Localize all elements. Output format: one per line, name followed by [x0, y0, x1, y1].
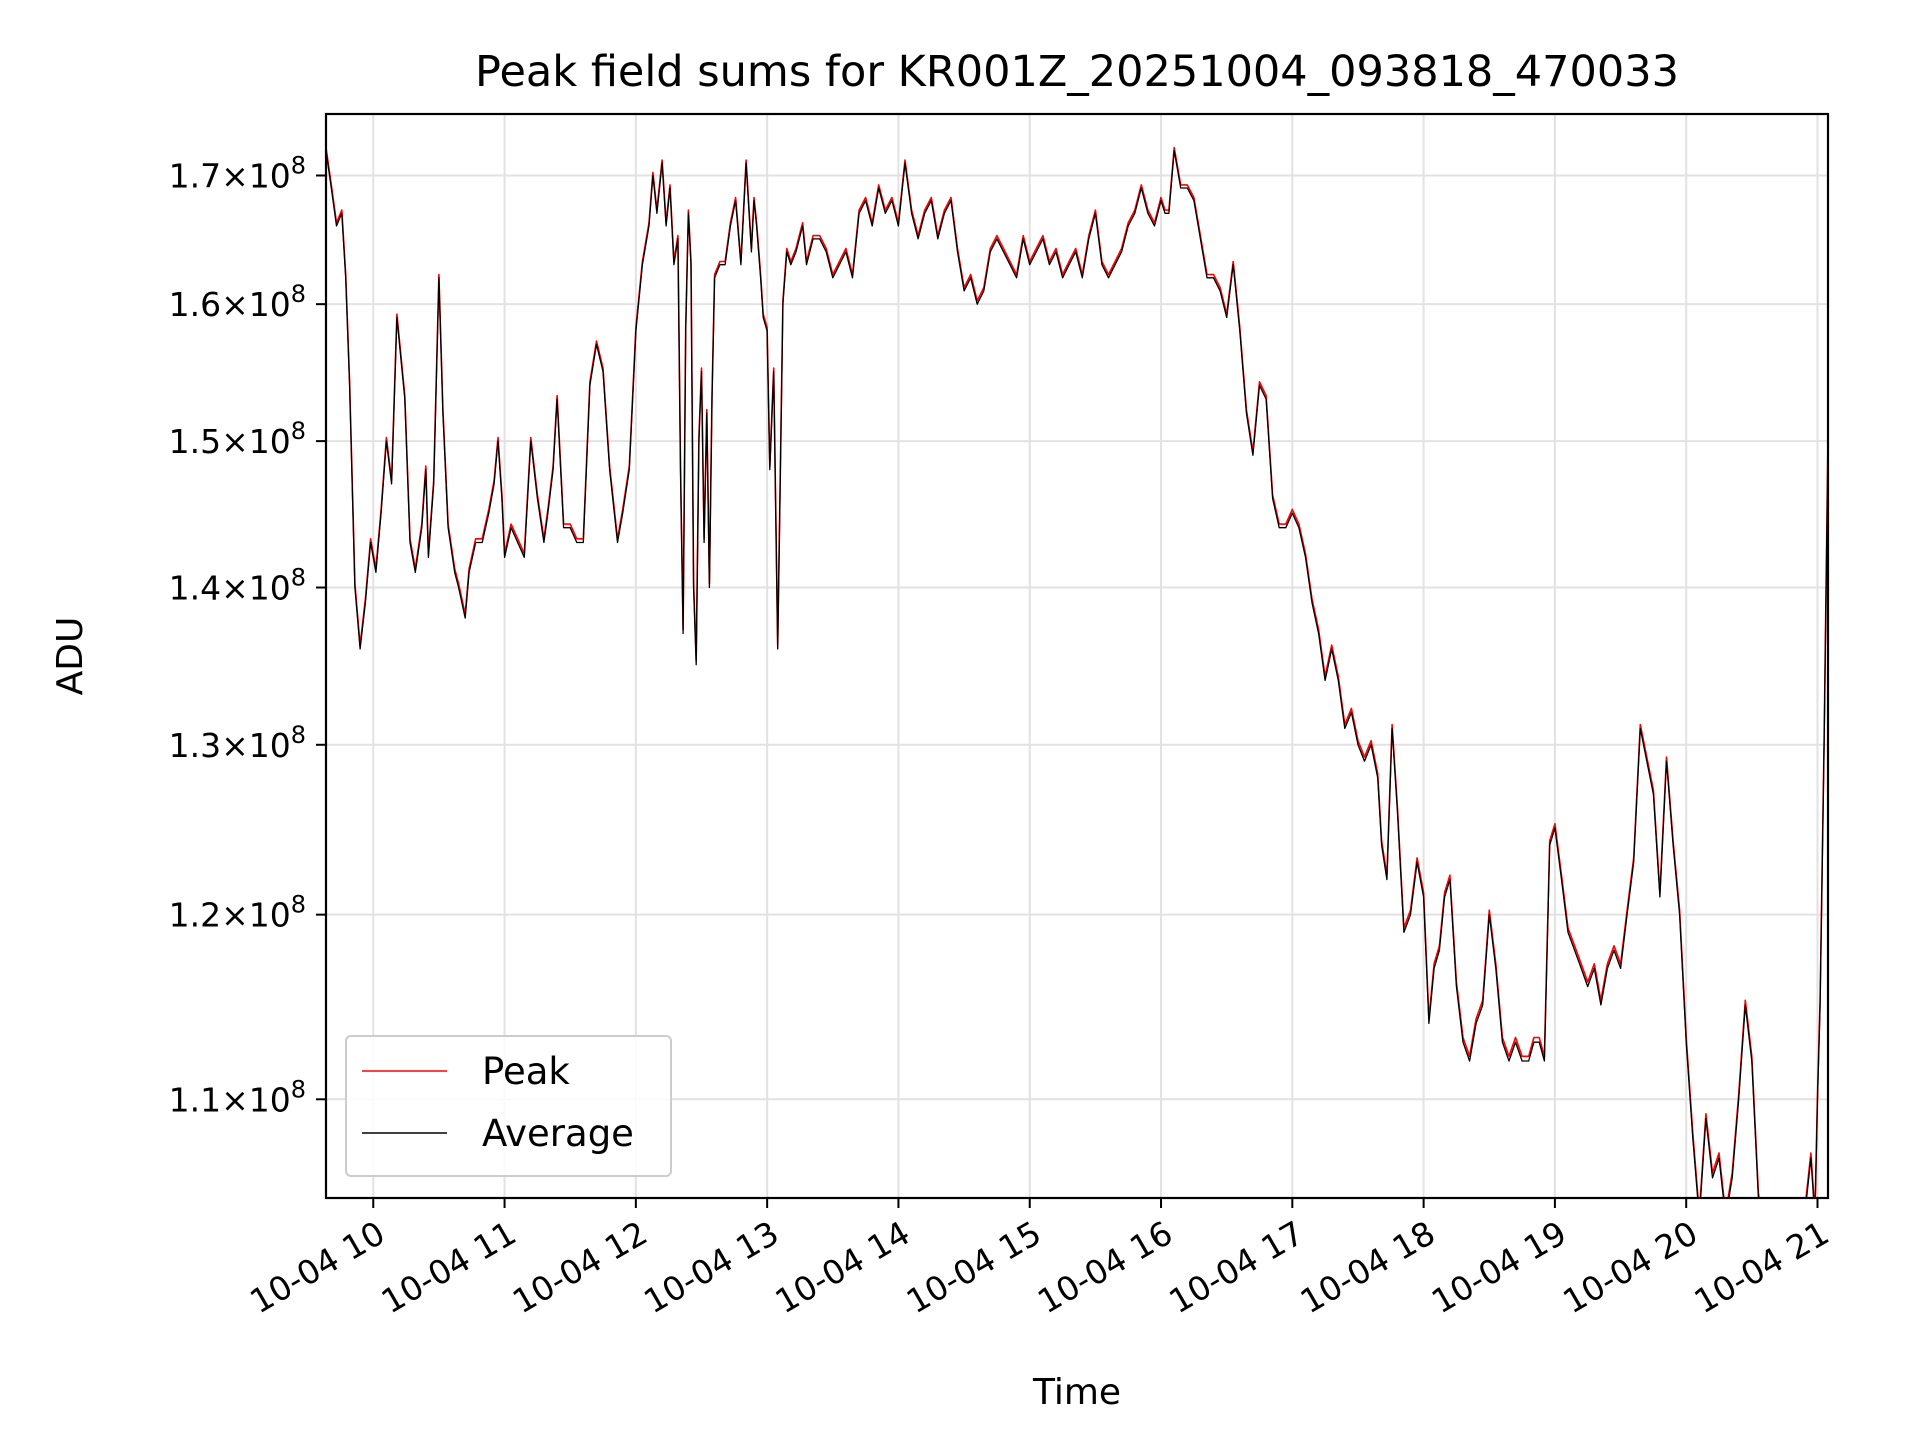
- y-tick-label: 1.4×108: [169, 564, 306, 608]
- plot-frame: [324, 112, 1830, 1200]
- y-tick-label: 1.1×108: [169, 1075, 306, 1119]
- y-tick-label: 1.3×108: [169, 721, 306, 765]
- y-tick-label: 1.7×108: [169, 152, 306, 196]
- x-axis-label: Time: [1032, 1372, 1121, 1413]
- legend-label-peak: Peak: [482, 1050, 570, 1093]
- y-tick-label: 1.5×108: [169, 417, 306, 461]
- series-line-average: [326, 150, 1828, 1198]
- chart-title: Peak field sums for KR001Z_20251004_0938…: [475, 47, 1679, 97]
- y-axis-ticks: 1.1×108 1.2×108 1.3×108 1.4×108 1.5×108 1.6×1…: [169, 152, 326, 1119]
- y-tick-label: 1.2×108: [169, 891, 306, 935]
- legend: Peak Average: [345, 1035, 672, 1177]
- plot-lines: [326, 146, 1828, 1198]
- grid: [326, 114, 1828, 1198]
- legend-label-average: Average: [482, 1112, 634, 1155]
- y-axis-label: ADU: [50, 617, 91, 696]
- y-tick-label: 1.6×108: [169, 280, 306, 324]
